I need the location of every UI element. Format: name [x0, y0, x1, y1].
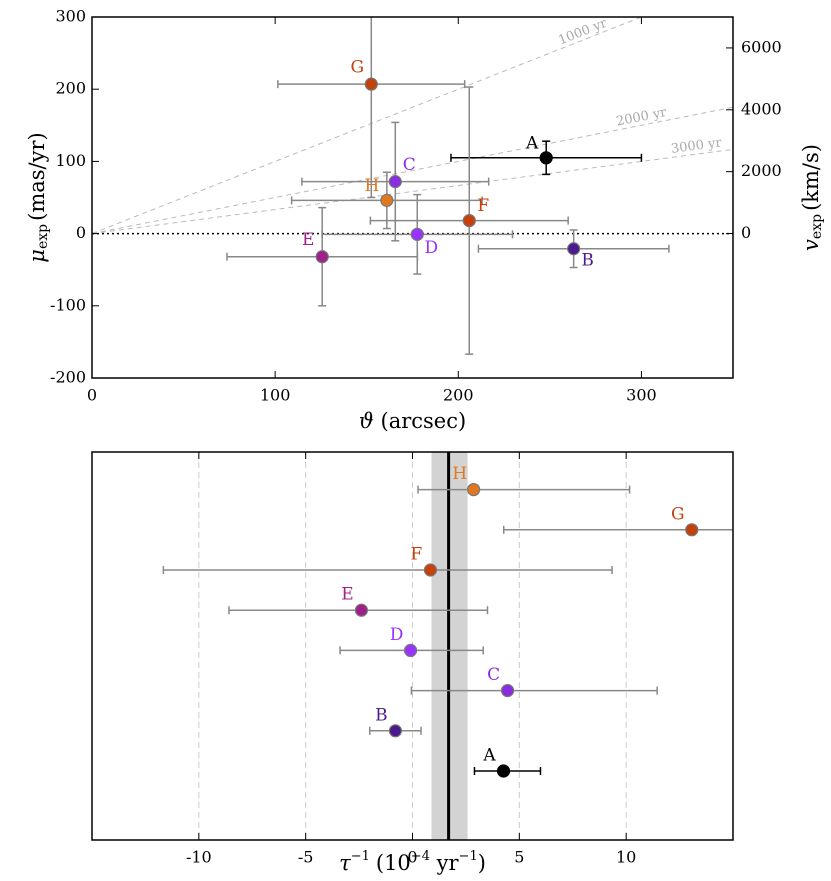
x-tick-label: 200 — [443, 386, 474, 405]
y-tick-label: 0 — [76, 223, 86, 242]
x-tick-label: -10 — [186, 848, 212, 867]
label-part: exp — [35, 224, 51, 249]
label-part: yr — [430, 851, 460, 875]
marker — [364, 77, 378, 91]
x-tick-label: -5 — [298, 848, 314, 867]
x-tick-label: 10 — [616, 848, 636, 867]
label-part: ϑ — [359, 409, 374, 433]
age-label: 1000 yr — [556, 16, 609, 49]
marker — [539, 151, 553, 165]
y2-tick-label: 2000 — [741, 161, 782, 180]
marker — [410, 227, 424, 241]
marker — [500, 683, 515, 698]
x-axis-label: ϑ (arcsec) — [359, 409, 466, 433]
y-tick-label: -200 — [50, 368, 86, 387]
point-label: G — [671, 504, 685, 524]
label-part: ) — [478, 851, 486, 875]
label-part: (10 — [376, 851, 411, 875]
y2-tick-label: 4000 — [741, 99, 782, 118]
x-tick-label: 5 — [514, 848, 524, 867]
y-tick-label: 300 — [55, 7, 86, 26]
label-part: −1 — [459, 849, 478, 864]
marker — [388, 175, 402, 189]
label-part: (km/s) — [799, 144, 823, 211]
label-part: v — [799, 239, 823, 251]
age-label: 2000 yr — [615, 105, 668, 130]
y-axis-label: μexp (mas/yr) — [25, 132, 52, 262]
x-axis-label: τ−1 (10−4 yr−1) — [339, 849, 486, 875]
plot-frame — [91, 16, 734, 379]
point-label: H — [364, 176, 379, 196]
point-label: G — [350, 58, 364, 78]
point-label: C — [487, 665, 500, 685]
point-label: F — [411, 545, 423, 565]
point-label: A — [482, 746, 496, 766]
plot-area — [162, 452, 733, 840]
point-label: B — [375, 705, 388, 725]
label-part: (mas/yr) — [25, 132, 49, 221]
point-label: D — [390, 625, 404, 645]
y-tick-label: 100 — [55, 151, 86, 170]
label-part: exp — [809, 214, 825, 239]
point-label: H — [452, 464, 467, 484]
label-part: (arcsec) — [381, 409, 467, 433]
label-part: −4 — [411, 849, 430, 864]
label-part: τ — [339, 851, 351, 875]
marker — [467, 483, 481, 497]
point-label: D — [424, 238, 438, 258]
y2-tick-label: 6000 — [741, 37, 782, 56]
age-label: 3000 yr — [670, 135, 723, 157]
point-label: C — [403, 155, 416, 175]
y-tick-label: -100 — [50, 295, 86, 314]
marker — [403, 643, 418, 658]
y2-axis-label: vexp (km/s) — [799, 144, 826, 251]
marker — [388, 724, 403, 738]
point-label: E — [341, 585, 353, 605]
x-tick-label: 0 — [407, 848, 417, 867]
label-part: μ — [25, 249, 49, 263]
marker — [380, 193, 394, 207]
plot-area — [92, 17, 733, 355]
x-tick-label: 0 — [87, 386, 97, 405]
x-tick-label: 300 — [626, 386, 657, 405]
point-label: A — [525, 133, 539, 153]
marker — [354, 603, 369, 617]
marker — [685, 523, 699, 537]
age-line — [92, 17, 643, 235]
marker — [496, 764, 511, 778]
point-label: F — [477, 196, 489, 216]
marker — [315, 250, 329, 264]
y-tick-label: 200 — [55, 79, 86, 98]
age-line — [92, 106, 733, 235]
x-tick-label: 100 — [260, 386, 291, 405]
marker — [567, 242, 581, 256]
marker — [462, 214, 476, 228]
point-label: E — [302, 230, 314, 250]
point-label: B — [581, 250, 594, 270]
marker — [423, 563, 438, 577]
y2-tick-label: 0 — [741, 223, 751, 242]
label-part: −1 — [351, 849, 370, 864]
